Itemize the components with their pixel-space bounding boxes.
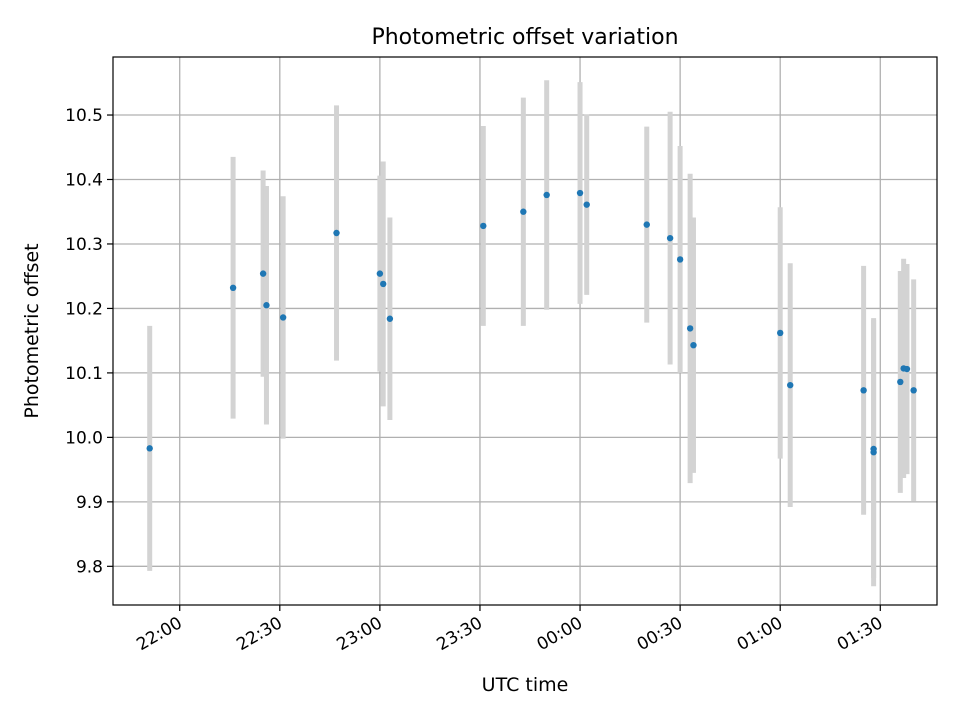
data-point [903,365,911,373]
data-point [690,341,697,349]
data-point [376,270,384,277]
data-point [146,445,153,452]
data-point [576,189,584,197]
data-point [480,222,487,230]
data-point [860,387,867,394]
data-point [870,445,877,453]
data-point [543,191,550,199]
chart-title: Photometric offset variation [371,25,678,50]
data-point [386,315,394,322]
data-point [333,229,340,237]
y-tick-label: 9.8 [76,557,103,577]
data-point [263,302,270,309]
data-point [520,208,527,215]
data-point [897,378,904,386]
y-tick-label: 10.4 [65,170,103,190]
data-point [279,314,287,321]
data-point [259,270,267,277]
plot-frame [112,56,938,606]
data-point [777,329,784,337]
y-tick-label: 10.3 [65,235,103,255]
y-axis-label: Photometric offset [21,243,43,418]
y-tick-label: 10.2 [65,299,103,319]
x-axis-label: UTC time [482,674,569,696]
data-point [787,381,794,389]
y-tick-label: 9.9 [76,493,103,513]
y-tick-label: 10.1 [65,364,103,384]
data-point [676,256,684,263]
data-point [229,284,237,292]
data-point [583,201,590,208]
data-point [686,325,694,332]
data-point [380,280,387,288]
data-points [146,189,917,456]
data-point [910,387,917,394]
y-tick-label: 10.5 [65,106,103,126]
data-point [643,221,650,228]
y-tick-label: 10.0 [65,428,103,448]
data-point [666,234,674,242]
